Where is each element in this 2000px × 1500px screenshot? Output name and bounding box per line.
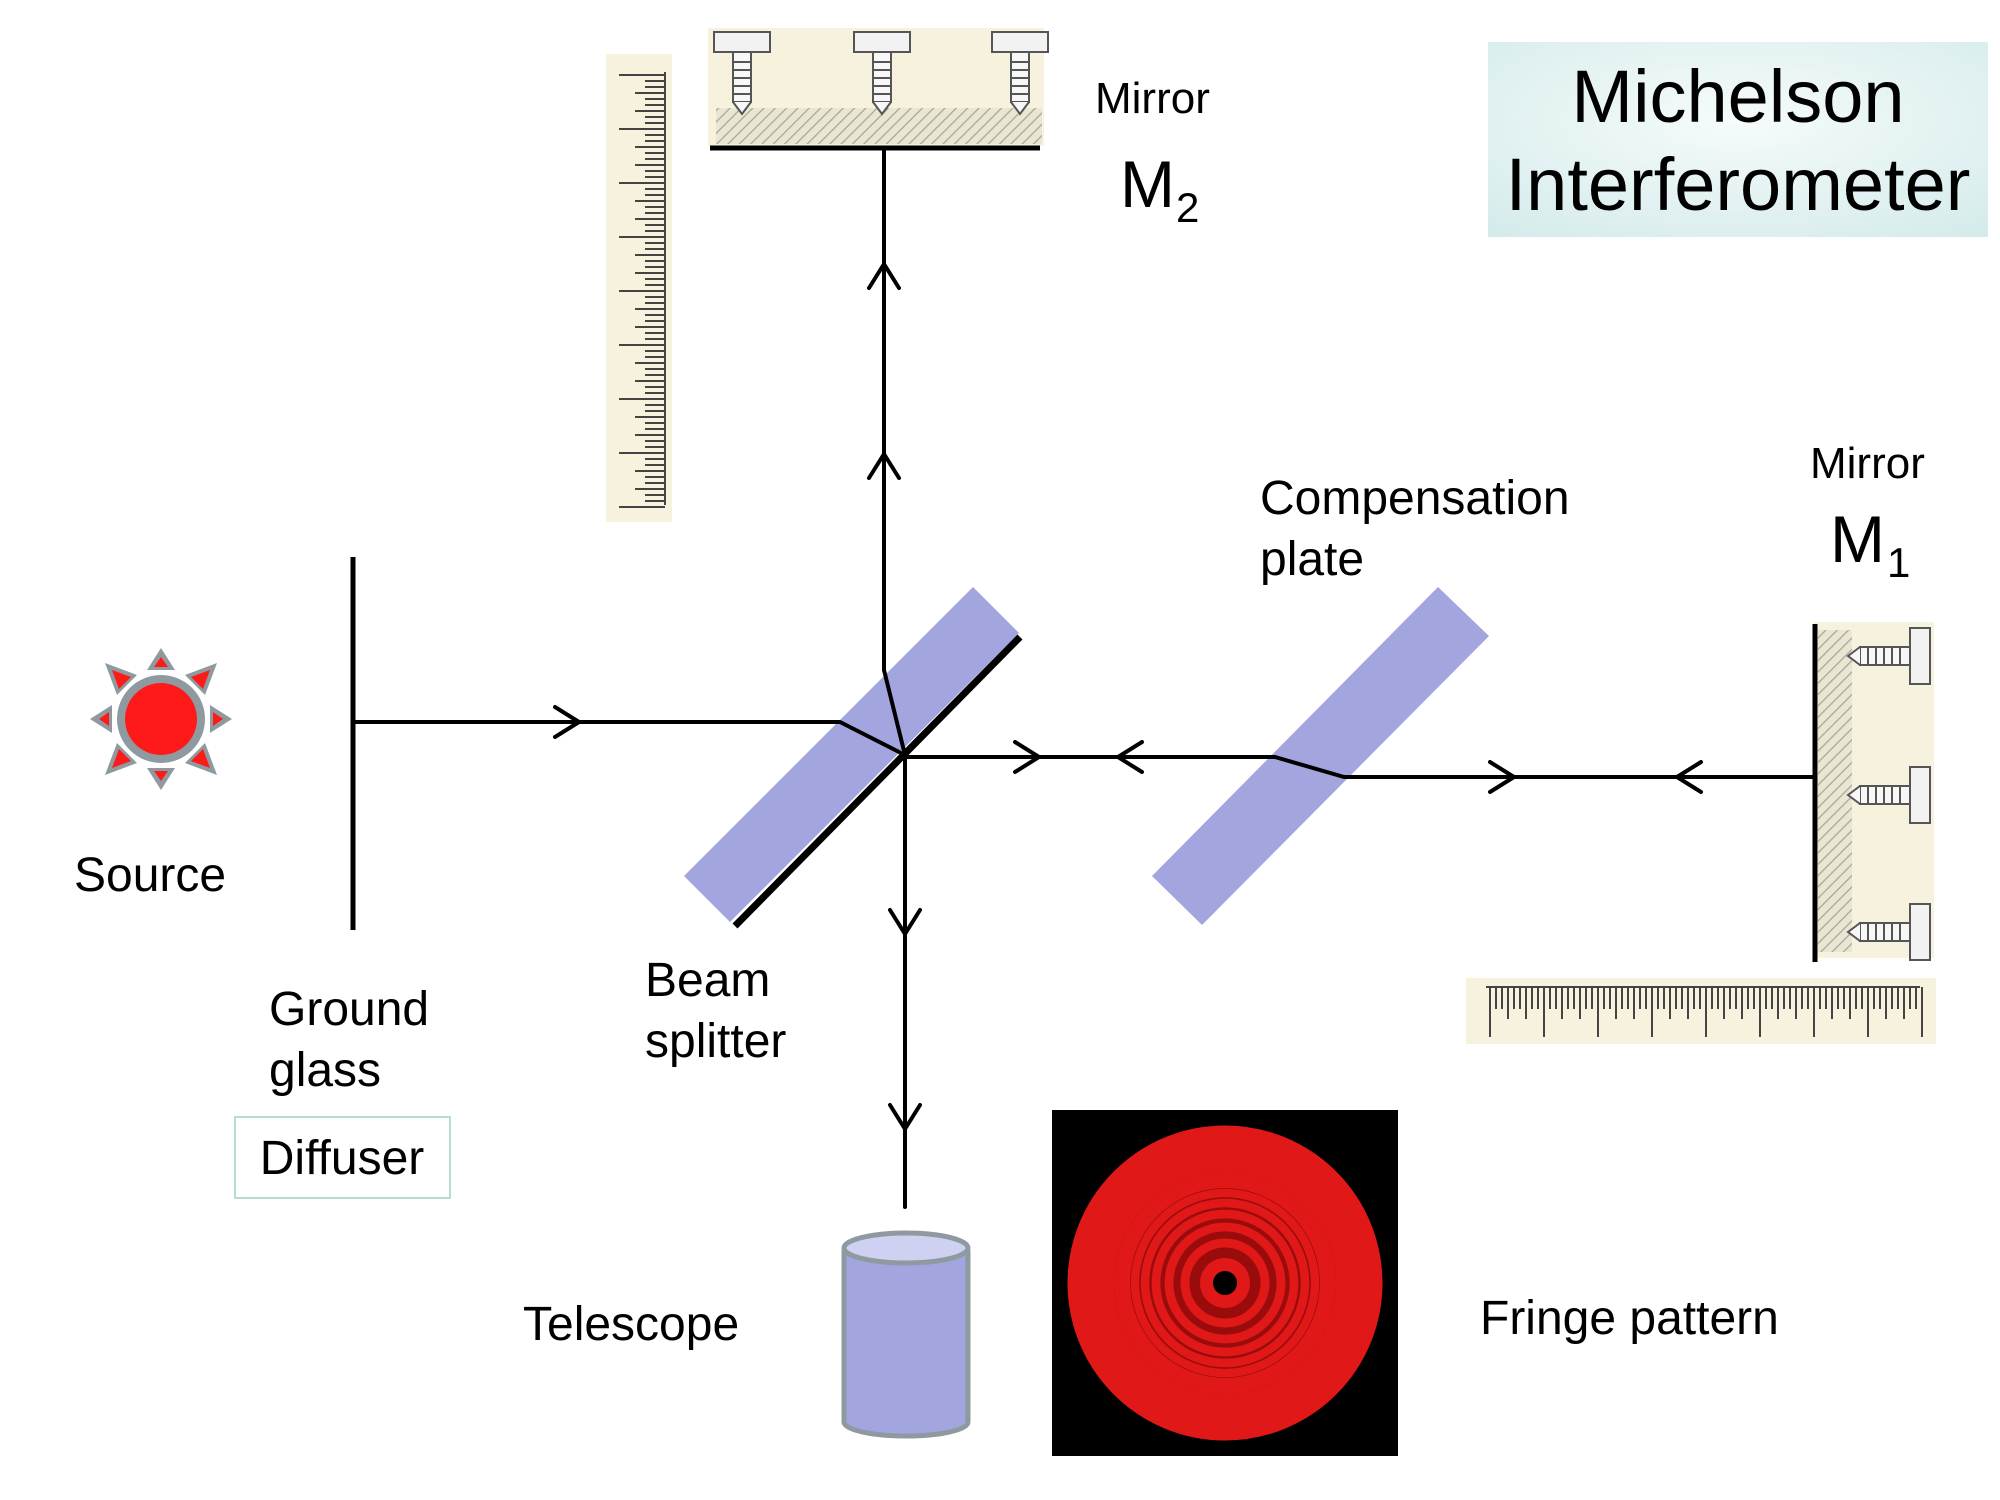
light-beams	[351, 146, 1817, 1209]
fringe-ring	[1092, 1150, 1358, 1416]
beam-splitter	[684, 587, 1023, 929]
diffuser-label: Diffuser	[260, 1132, 425, 1185]
m1-symbol-letter: M	[1830, 502, 1885, 576]
fringe-pattern-label: Fringe pattern	[1480, 1292, 1779, 1345]
fringe-ring	[1130, 1188, 1320, 1378]
fringe-center-dot	[1213, 1271, 1237, 1295]
mirror-m1-label: Mirror	[1810, 439, 1925, 488]
compensation-plate-label-line-2: plate	[1260, 533, 1364, 586]
beam-arrows	[553, 262, 1703, 1131]
fringe-ring	[1099, 1157, 1351, 1409]
m1-symbol-subscript: 1	[1887, 539, 1910, 586]
mirror-m2	[708, 28, 1049, 151]
mirror-m1	[1812, 622, 1934, 962]
fringe-ring	[1164, 1222, 1286, 1344]
vertical-ruler	[606, 54, 672, 522]
telescope-label: Telescope	[523, 1298, 739, 1351]
telescope-icon	[841, 1230, 971, 1439]
beam-splitter-label-line-2: splitter	[645, 1015, 786, 1068]
title-line-1: Michelson	[1571, 55, 1904, 138]
fringe-ring	[1106, 1164, 1344, 1402]
m1-symbol: M 1	[1830, 502, 1910, 586]
horizontal-ruler	[1466, 978, 1936, 1044]
fringe-ring	[1067, 1125, 1383, 1441]
title-panel: Michelson Interferometer	[1488, 42, 1988, 237]
source-icon	[90, 648, 232, 790]
compensation-plate	[1152, 587, 1489, 925]
m2-symbol-subscript: 2	[1176, 184, 1199, 231]
screw-icon	[1846, 627, 1931, 685]
m2-symbol: M 2	[1120, 147, 1199, 231]
screw-icon	[1846, 903, 1931, 961]
compensation-plate-label-line-1: Compensation	[1260, 472, 1570, 525]
title-line-2: Interferometer	[1506, 143, 1971, 226]
fringe-ring	[1121, 1179, 1329, 1387]
mirror-m2-label: Mirror	[1095, 74, 1210, 123]
fringe-ring	[1085, 1143, 1365, 1423]
screw-icon	[853, 31, 911, 116]
ground-glass-label-line-2: glass	[269, 1044, 381, 1097]
fringe-ring	[1113, 1171, 1337, 1395]
screw-icon	[991, 31, 1049, 116]
ground-glass-label-line-1: Ground	[269, 983, 429, 1036]
fringe-ring	[1140, 1198, 1310, 1368]
diffuser-box	[234, 1116, 451, 1199]
m2-symbol-letter: M	[1120, 147, 1175, 221]
screw-icon	[713, 31, 771, 116]
beam-splitter-label-line-1: Beam	[645, 954, 770, 1007]
fringe-ring	[1180, 1238, 1270, 1328]
fringe-ring	[1073, 1131, 1377, 1435]
fringe-ring	[1079, 1137, 1371, 1429]
screw-icon	[1846, 766, 1931, 824]
source-label: Source	[74, 849, 226, 902]
fringe-ring	[1151, 1209, 1299, 1357]
fringe-pattern-image	[1052, 1110, 1398, 1456]
